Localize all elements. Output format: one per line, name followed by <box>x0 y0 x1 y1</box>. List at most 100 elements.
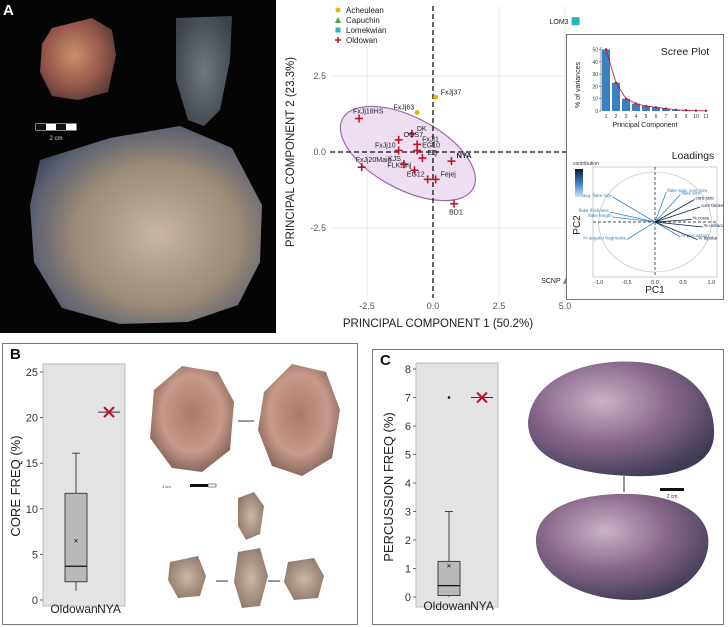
loading-vector-label: % bipolar <box>698 236 718 241</box>
pca-point-label: FLKZinj <box>387 162 412 169</box>
pca-point-label: FxJj20Main <box>356 157 392 164</box>
percussion-freq-y-tick-label: 7 <box>405 393 411 405</box>
pca-point-label: BD1 <box>449 210 463 217</box>
core-freq-nya-marker <box>103 406 115 418</box>
loading-vector-label: % cores <box>693 216 710 221</box>
flake-top-photo <box>238 492 264 540</box>
pca-point-kjs: KJS <box>388 156 408 169</box>
scree-y-tick-label: 10 <box>592 97 598 103</box>
loading-vector: flake length <box>588 213 656 223</box>
loading-vector: avg. flake size <box>583 193 656 223</box>
pca-point-fxjj18hs: FxJj18HS <box>353 109 384 123</box>
pca-x-tick-label: 0.0 <box>427 301 440 311</box>
scree-line <box>605 49 707 112</box>
hammerstone-bottom-photo <box>535 493 709 600</box>
legend-label: Lomekwian <box>346 26 386 35</box>
pca-point-fejej: Fejej <box>431 171 456 184</box>
inset-panel: Scree Plot 0 10 20 30 40 50 1 2 3 4 5 6 7 8 9 10 11 Prin… <box>566 34 728 300</box>
panel-b-letter: B <box>10 346 21 363</box>
legend-label: Oldowan <box>346 36 378 45</box>
pca-point-label: FxJj10 <box>375 142 396 149</box>
pca-point-fxjj10: FxJj10 <box>375 142 403 155</box>
percussion-freq-nya-marker <box>476 391 488 404</box>
scree-y-tick-label: 20 <box>592 84 598 90</box>
loadings-x-tick-label: -1.0 <box>594 280 603 286</box>
pca-point-nya: NYA <box>447 151 472 166</box>
loading-vector-label: % angular fragments <box>583 236 626 241</box>
scree-plot-title: Scree Plot <box>661 46 710 58</box>
core-freq-y-tick-label: 20 <box>26 413 38 425</box>
scree-point <box>674 108 678 111</box>
core-freq-box <box>64 492 88 583</box>
panel-c-scale-bar <box>660 488 684 491</box>
loading-vector: % cores <box>654 216 710 223</box>
pca-point-label: FxJj63 <box>394 104 415 111</box>
legend-label: Capuchin <box>346 16 380 25</box>
panel-a-letter: A <box>3 2 14 19</box>
flake-right-photo <box>284 558 324 600</box>
loadings-y-axis-label: PC2 <box>572 215 583 235</box>
loading-vector-label: % unifacial <box>704 223 723 228</box>
pca-point-lom3: LOM3 <box>550 17 580 26</box>
scree-x-tick-label: 9 <box>685 114 688 120</box>
core-freq-mean-marker: × <box>74 537 79 546</box>
pca-point-label: EG10 <box>422 142 440 149</box>
percussion-freq-x-label-oldowan: Oldowan <box>423 599 470 613</box>
loading-vector: core size <box>654 196 714 223</box>
loading-vector-label: flake size: core size <box>667 188 708 193</box>
loading-vector: flake size: core size <box>654 188 708 223</box>
pca-y-tick-label: 0.0 <box>313 147 326 157</box>
pca-point-label: SCNP <box>541 278 561 285</box>
scree-point <box>684 109 688 112</box>
loading-vector-label: flake length <box>588 213 612 218</box>
pca-y-axis-label: PRINCIPAL COMPONENT 2 (23.3%) <box>285 57 297 247</box>
oldowan-confidence-ellipse <box>339 105 476 202</box>
scree-point <box>624 97 628 100</box>
scree-bar <box>642 106 650 111</box>
scree-bar <box>662 108 670 111</box>
core-front-photo <box>150 366 234 472</box>
scree-bar <box>612 82 620 111</box>
scree-x-tick-label: 7 <box>665 114 668 120</box>
scree-point <box>704 109 708 113</box>
pca-point-eq: EQ <box>418 150 438 163</box>
scree-point <box>614 81 618 84</box>
pca-y-tick-label: -2.5 <box>310 223 326 233</box>
pca-chart: -2.5 0.0 2.5 5.0 -2.5 0.0 2.5 LOM3 FxJj37 FxJj63… <box>285 6 602 330</box>
pca-point-label: OGS7 <box>404 132 424 139</box>
panel-a-photo: 2 cm A <box>0 0 276 333</box>
core-freq-y-tick-label: 5 <box>32 549 38 561</box>
scree-x-tick-label: 8 <box>675 114 678 120</box>
scree-x-axis-label: Principal Component <box>613 122 678 129</box>
flake-photo <box>176 16 232 126</box>
loading-vector: flake thickness <box>579 208 656 223</box>
core-freq-y-tick-label: 10 <box>26 504 38 516</box>
loadings-x-tick-label: 0.0 <box>651 280 659 286</box>
pca-point-fxjj37: FxJj37 <box>433 89 461 100</box>
loading-vector-label: % percussion <box>681 233 709 238</box>
pca-point-label: KJS <box>388 156 401 163</box>
scree-y-tick-label: 0 <box>595 109 598 115</box>
loading-vector: % percussion <box>654 221 709 238</box>
percussion-freq-y-tick-label: 6 <box>405 421 411 433</box>
loadings-x-tick-label: -0.5 <box>622 280 631 286</box>
pca-point-flkzinj: FLKZinj <box>387 162 419 175</box>
pca-point-ogs7: OGS7 <box>394 132 424 144</box>
panel-c-scale-label: 2 cm <box>667 494 678 500</box>
small-rock-photo <box>40 18 116 100</box>
scale-bar <box>35 123 77 131</box>
pca-x-tick-label: -2.5 <box>359 301 375 311</box>
pca-point-label: EG12 <box>407 171 425 178</box>
percussion-freq-y-tick-label: 0 <box>405 592 411 604</box>
scree-point <box>654 106 658 109</box>
pca-point-dk: DK <box>407 126 427 138</box>
pca-point-label: FxJj18HS <box>353 109 384 116</box>
panel-b-scale-bar <box>190 483 217 488</box>
legend-item-oldowan: Oldowan <box>335 36 378 45</box>
pca-point-label: EQ <box>427 150 438 157</box>
core-freq-y-axis-label: CORE FREQ (%) <box>8 435 23 536</box>
scree-x-tick-label: 4 <box>635 114 638 120</box>
pca-point-bd1: BD1 <box>449 199 463 217</box>
percussion-freq-y-tick-label: 2 <box>405 535 411 547</box>
percussion-freq-y-axis-label: PERCUSSION FREQ (%) <box>381 412 396 562</box>
